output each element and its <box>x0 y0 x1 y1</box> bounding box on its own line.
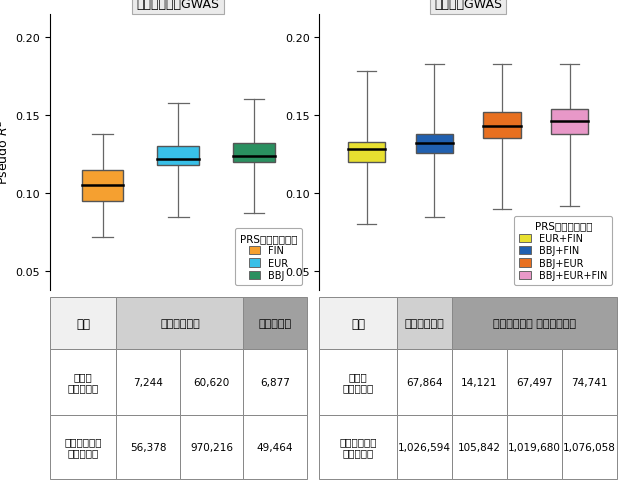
Bar <box>180 415 244 479</box>
Bar <box>415 135 453 153</box>
Bar <box>319 298 397 349</box>
Bar <box>117 349 180 415</box>
Bar <box>452 415 507 479</box>
Text: 1,019,680: 1,019,680 <box>508 442 560 452</box>
Bar <box>452 349 507 415</box>
Text: 東アジア人＋ ヨーロッパ人: 東アジア人＋ ヨーロッパ人 <box>493 318 576 329</box>
Bar <box>452 298 617 349</box>
Legend: EUR+FIN, BBJ+FIN, BBJ+EUR, BBJ+EUR+FIN: EUR+FIN, BBJ+FIN, BBJ+EUR, BBJ+EUR+FIN <box>515 216 612 286</box>
Bar <box>244 415 307 479</box>
Bar <box>507 415 562 479</box>
Text: コントロール
サンプル数: コントロール サンプル数 <box>339 436 377 458</box>
Y-axis label: Pseudo $R^2$: Pseudo $R^2$ <box>0 120 11 185</box>
Bar <box>233 144 275 163</box>
Bar <box>397 415 452 479</box>
Text: ヨーロッパ人: ヨーロッパ人 <box>404 318 444 329</box>
Text: 56,378: 56,378 <box>130 442 167 452</box>
Bar <box>484 113 521 139</box>
Bar <box>50 349 117 415</box>
Bar <box>507 349 562 415</box>
Text: 49,464: 49,464 <box>257 442 293 452</box>
Bar <box>397 349 452 415</box>
Bar <box>50 415 117 479</box>
Bar <box>319 349 397 415</box>
Text: 60,620: 60,620 <box>193 377 230 387</box>
Bar <box>117 415 180 479</box>
Text: ケース
サンプル数: ケース サンプル数 <box>68 371 99 393</box>
Bar <box>348 142 385 163</box>
Bar <box>117 298 244 349</box>
Bar <box>319 415 397 479</box>
Text: 67,864: 67,864 <box>406 377 443 387</box>
Text: コントロール
サンプル数: コントロール サンプル数 <box>64 436 102 458</box>
Text: 東アジア人: 東アジア人 <box>259 318 292 329</box>
Text: 14,121: 14,121 <box>461 377 497 387</box>
Text: 民族: 民族 <box>76 317 90 330</box>
Text: 74,741: 74,741 <box>571 377 608 387</box>
Bar <box>551 109 588 135</box>
Text: 6,877: 6,877 <box>260 377 290 387</box>
Bar <box>244 349 307 415</box>
Bar <box>180 349 244 415</box>
Text: 7,244: 7,244 <box>133 377 163 387</box>
Text: 970,216: 970,216 <box>190 442 233 452</box>
Text: 105,842: 105,842 <box>458 442 501 452</box>
Bar <box>562 349 617 415</box>
Text: ケース
サンプル数: ケース サンプル数 <box>342 371 374 393</box>
Bar <box>562 415 617 479</box>
Text: ヨーロッパ人: ヨーロッパ人 <box>160 318 200 329</box>
Text: 1,026,594: 1,026,594 <box>397 442 451 452</box>
Title: メタ解析GWAS: メタ解析GWAS <box>434 0 502 11</box>
Text: 民族: 民族 <box>351 317 365 330</box>
Text: 1,076,058: 1,076,058 <box>563 442 616 452</box>
Bar <box>397 298 452 349</box>
Legend: FIN, EUR, BBJ: FIN, EUR, BBJ <box>235 228 302 286</box>
Text: 67,497: 67,497 <box>516 377 552 387</box>
Bar <box>82 170 123 201</box>
Bar <box>244 298 307 349</box>
Title: 単独コホートGWAS: 単独コホートGWAS <box>137 0 219 11</box>
Bar <box>50 298 117 349</box>
Bar <box>157 147 199 166</box>
